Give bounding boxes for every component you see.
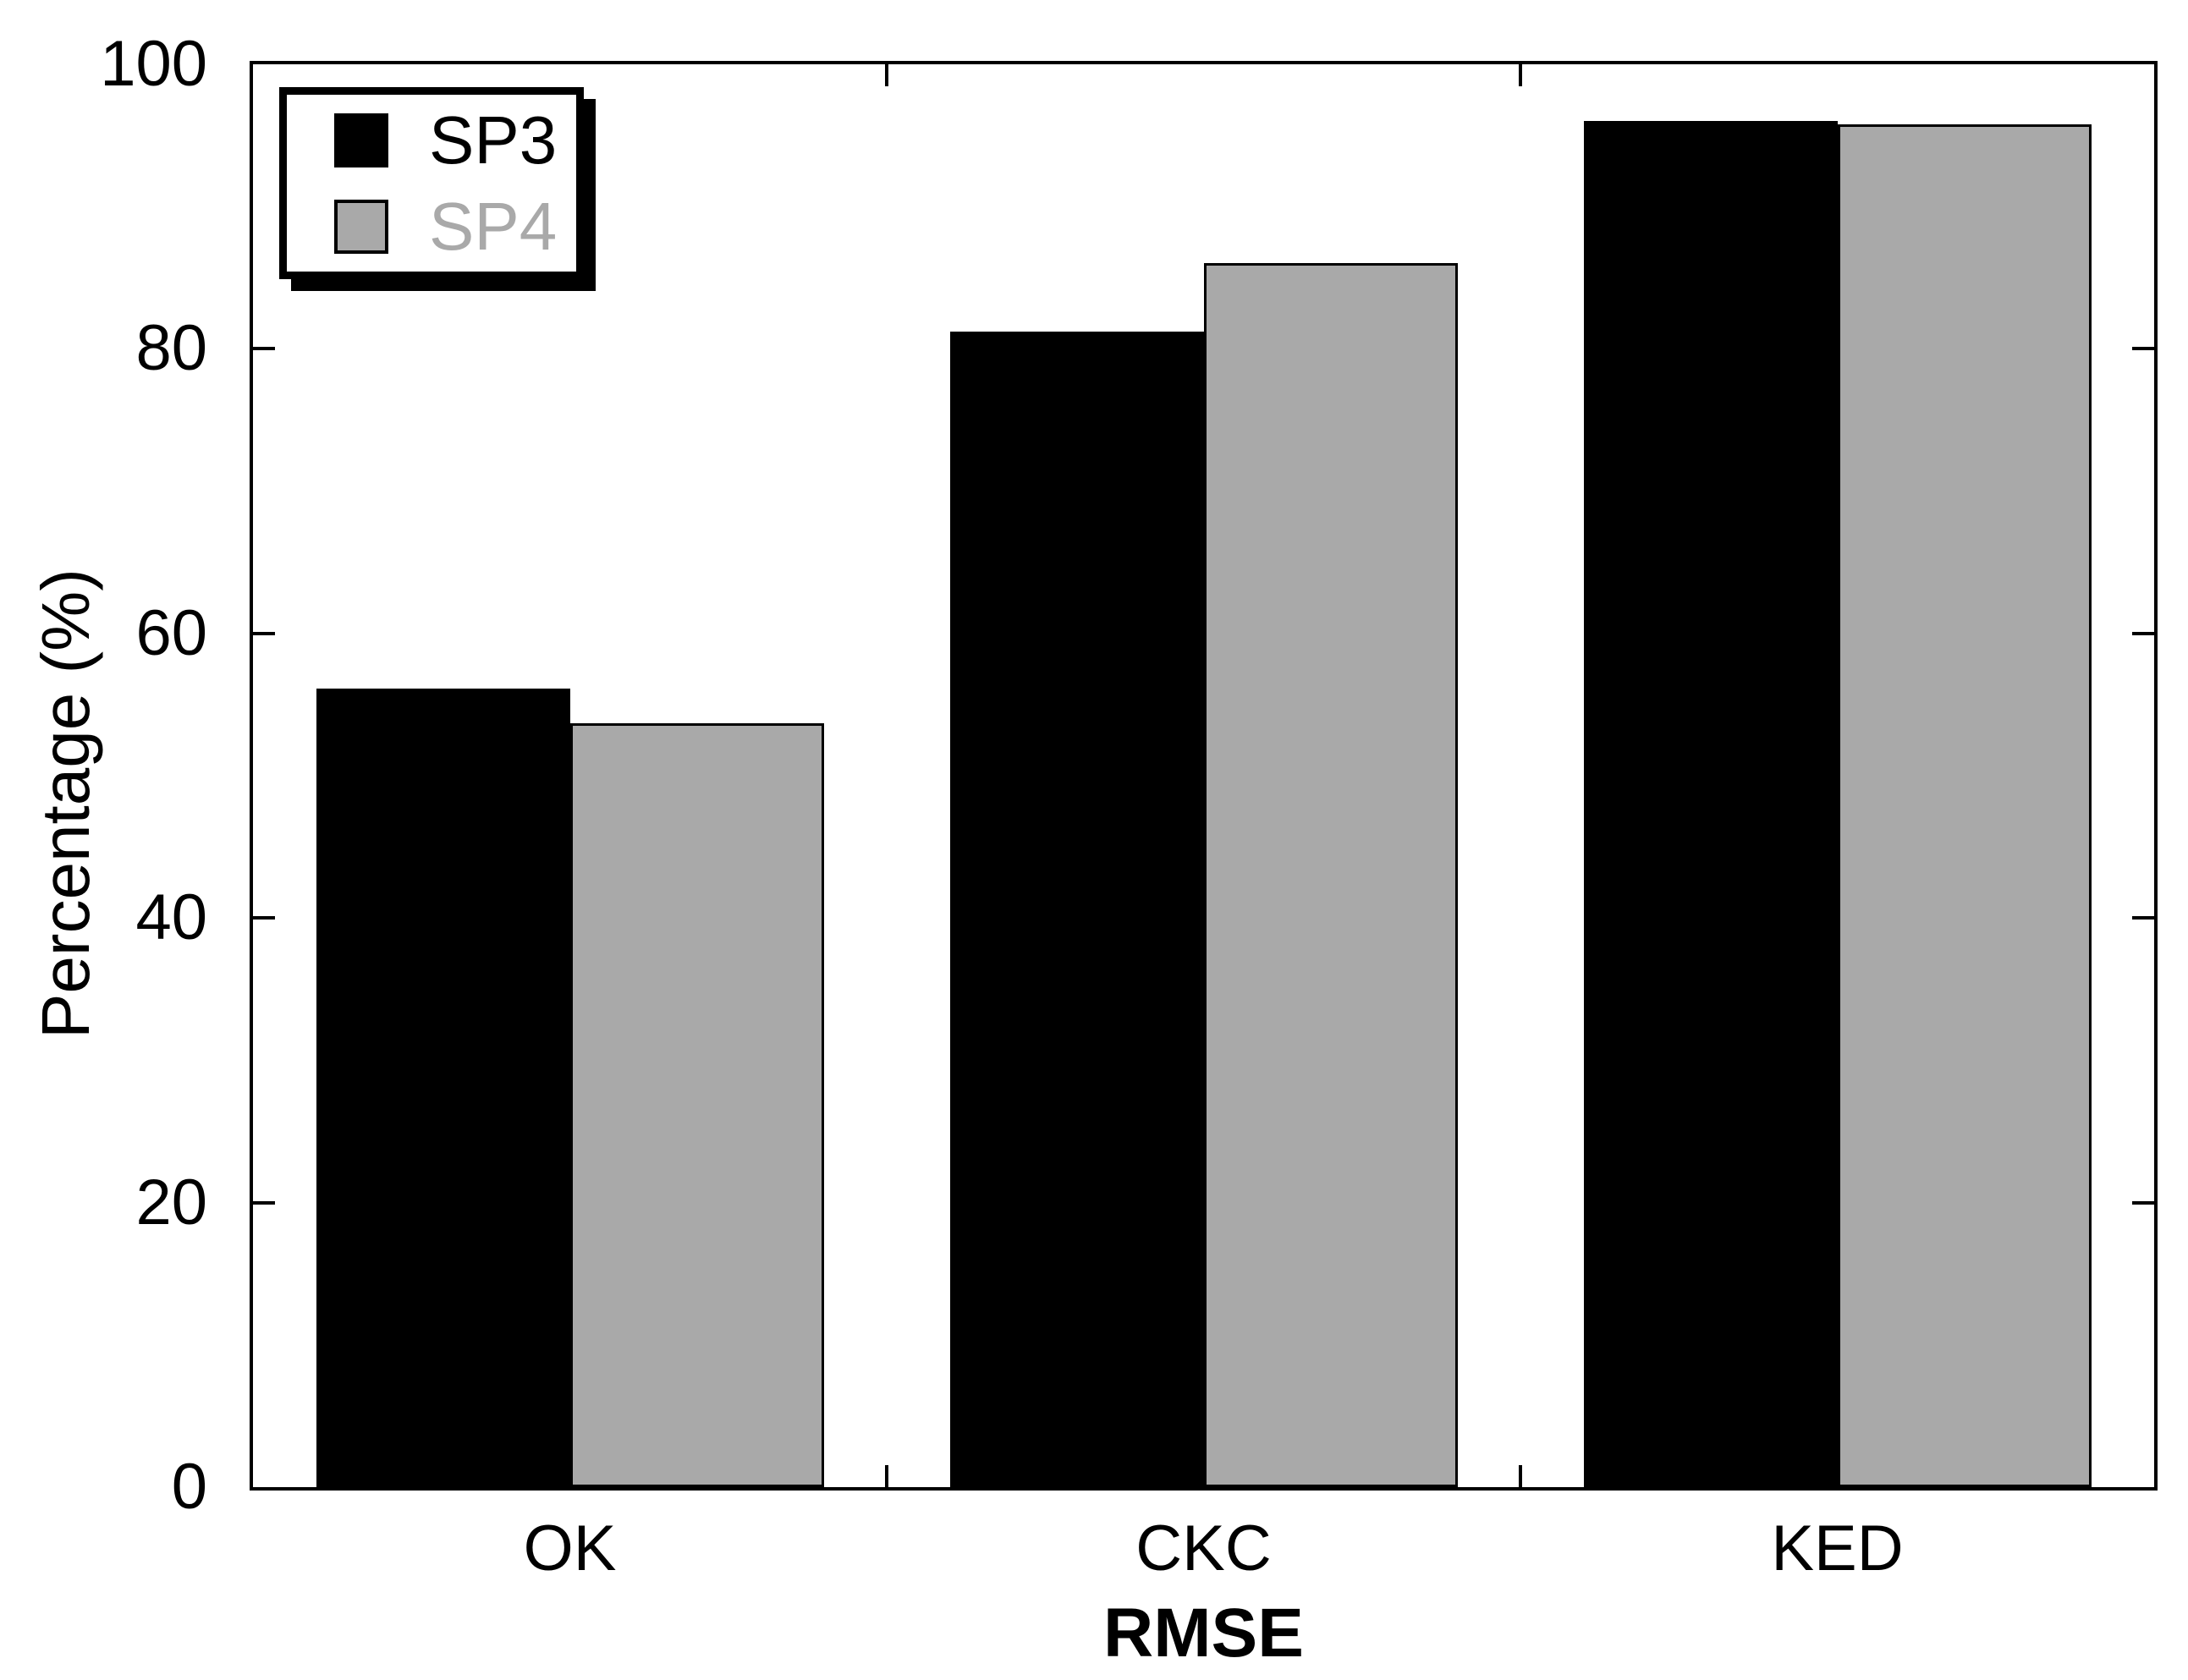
y-tick-label-20: 20	[135, 1166, 207, 1238]
y-tick-label-40: 40	[135, 881, 207, 954]
x-boundary-tick-top	[1519, 64, 1522, 86]
y-tick-label-60: 60	[135, 596, 207, 669]
plot-frame	[250, 61, 2158, 1491]
bar-ok-sp4	[569, 722, 824, 1487]
x-boundary-tick-bottom	[1519, 1465, 1522, 1487]
x-tick-label-ckc: CKC	[1135, 1513, 1272, 1584]
x-boundary-tick-top	[885, 64, 888, 86]
y-tick-right	[2132, 916, 2154, 920]
y-tick-label-100: 100	[100, 28, 207, 100]
y-tick-left	[253, 631, 275, 635]
x-tick-label-ked: KED	[1771, 1513, 1904, 1584]
bar-ckc-sp3	[949, 332, 1204, 1487]
y-tick-right	[2132, 1200, 2154, 1205]
legend-label-sp4: SP4	[429, 188, 558, 264]
bar-ckc-sp4	[1203, 263, 1458, 1487]
y-tick-right	[2132, 631, 2154, 635]
legend-item-sp4: SP4	[334, 188, 576, 264]
bar-ked-sp3	[1583, 121, 1838, 1487]
y-tick-label-80: 80	[135, 312, 207, 385]
legend-swatch-sp3	[334, 113, 388, 167]
legend-swatch-sp4	[334, 199, 388, 254]
bar-ok-sp3	[316, 689, 570, 1487]
y-tick-left	[253, 1200, 275, 1205]
x-tick-label-ok: OK	[523, 1513, 617, 1584]
x-axis-title: RMSE	[1103, 1595, 1304, 1672]
bar-ked-sp4	[1837, 124, 2092, 1487]
y-tick-right	[2132, 347, 2154, 351]
x-boundary-tick-bottom	[885, 1465, 888, 1487]
y-tick-left	[253, 916, 275, 920]
legend-item-sp3: SP3	[334, 102, 576, 178]
legend: SP3 SP4	[279, 87, 584, 279]
y-tick-label-0: 0	[171, 1451, 207, 1523]
y-tick-left	[253, 347, 275, 351]
legend-label-sp3: SP3	[429, 102, 558, 178]
